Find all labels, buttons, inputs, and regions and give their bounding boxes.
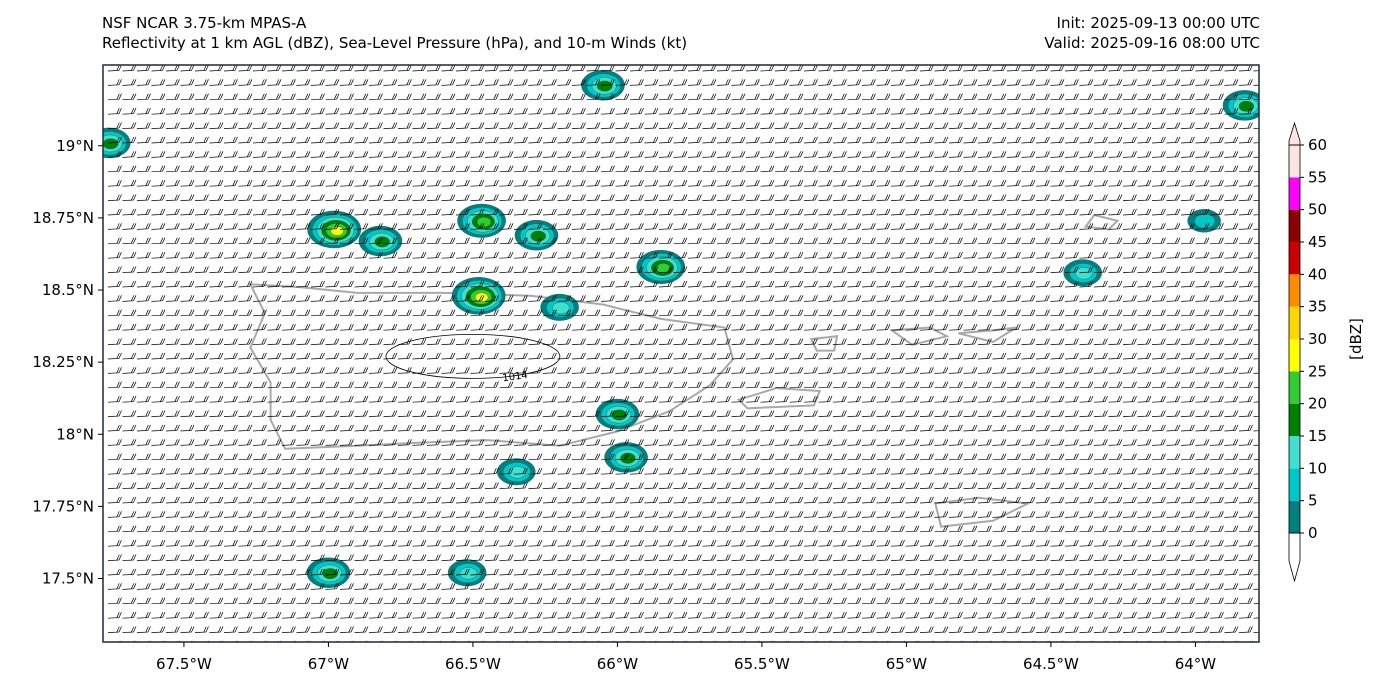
y-tick-label: 18.5°N <box>42 281 94 299</box>
colorbar-tick-label: 45 <box>1308 233 1327 251</box>
y-tick-label: 19°N <box>56 137 94 155</box>
colorbar-segment <box>1289 371 1300 404</box>
reflectivity-cell <box>358 225 403 257</box>
dbz-level <box>103 138 119 150</box>
dbz-level <box>476 216 492 227</box>
isobar-label: 1014 <box>502 370 529 384</box>
colorbar-tick-label: 40 <box>1308 265 1327 283</box>
dbz-level <box>1075 267 1093 280</box>
dbz-level <box>552 301 570 315</box>
y-tick-label: 17.75°N <box>32 497 94 515</box>
colorbar-segment <box>1289 145 1300 178</box>
y-tick-label: 17.5°N <box>42 570 94 588</box>
colorbar-tick-label: 50 <box>1308 201 1327 219</box>
reflectivity-cell <box>496 458 536 486</box>
sea-level-pressure-contours: 1014 <box>385 333 561 384</box>
colorbar-tick-label: 60 <box>1308 136 1327 154</box>
reflectivity-cell <box>103 127 131 159</box>
title-left: NSF NCAR 3.75-km MPAS-A Reflectivity at … <box>102 13 687 53</box>
colorbar-tick-label: 55 <box>1308 168 1327 186</box>
colorbar-extension-high <box>1288 121 1301 146</box>
colorbar-tick-label: 30 <box>1308 330 1327 348</box>
coastline-6 <box>934 496 1032 528</box>
model-title: NSF NCAR 3.75-km MPAS-A <box>102 14 307 32</box>
x-tick-label: 66°W <box>597 655 639 673</box>
colorbar-tick-label: 5 <box>1308 492 1318 510</box>
colorbar-extension-low <box>1288 532 1301 583</box>
colorbar-tick-label: 10 <box>1308 459 1327 477</box>
reflectivity-cell <box>307 210 362 249</box>
reflectivity-field <box>103 69 1259 589</box>
wind-barbs <box>107 65 1259 642</box>
colorbar-segment <box>1289 209 1300 242</box>
y-tick-label: 18°N <box>56 425 94 443</box>
x-tick-label: 65.5°W <box>734 655 790 673</box>
init-time: Init: 2025-09-13 00:00 UTC <box>1056 14 1260 32</box>
dbz-level <box>475 292 489 302</box>
reflectivity-cell <box>514 219 559 251</box>
colorbar: 0 5 10 15 20 25 30 35 40 45 50 55 60 [dBZ] <box>1288 121 1365 583</box>
colorbar-segment <box>1289 339 1300 372</box>
dbz-level <box>620 452 636 464</box>
y-tick-label: 18.75°N <box>32 209 94 227</box>
colorbar-tick-label: 15 <box>1308 427 1327 445</box>
title-right: Init: 2025-09-13 00:00 UTC Valid: 2025-0… <box>1044 13 1260 53</box>
dbz-level <box>459 567 478 580</box>
dbz-level <box>597 80 613 92</box>
colorbar-tick-label: 0 <box>1308 524 1318 542</box>
colorbar-tick-label: 25 <box>1308 362 1327 380</box>
y-tick-label: 18.25°N <box>32 353 94 371</box>
x-tick-label: 65°W <box>886 655 928 673</box>
longitude-axis: 67.5°W 67°W 66.5°W 66°W 65.5°W 65°W 64.5°W 64°W <box>156 642 1216 673</box>
reflectivity-cell <box>306 557 351 589</box>
wind-barb-grid <box>107 65 1259 642</box>
coastline-2 <box>809 335 839 352</box>
dbz-level <box>530 230 547 242</box>
reflectivity-cell <box>595 398 640 430</box>
colorbar-tick-label: 20 <box>1308 395 1327 413</box>
colorbar-segment <box>1289 436 1300 469</box>
latitude-axis: 19°N 18.75°N 18.5°N 18.25°N 18°N 17.75°N 17.5°… <box>32 137 103 588</box>
reflectivity-cell <box>636 249 686 284</box>
colorbar-segment <box>1289 177 1300 210</box>
x-tick-label: 67.5°W <box>156 655 212 673</box>
colorbar-label: [dBZ] <box>1347 318 1365 360</box>
valid-time: Valid: 2025-09-16 08:00 UTC <box>1044 34 1260 52</box>
reflectivity-cell <box>447 559 487 587</box>
colorbar-segment <box>1289 242 1300 275</box>
isobar <box>385 333 561 379</box>
x-tick-label: 64.5°W <box>1023 655 1079 673</box>
colorbar-segment <box>1289 403 1300 436</box>
colorbar-segment <box>1289 468 1300 501</box>
x-tick-label: 66.5°W <box>445 655 501 673</box>
map-border <box>102 64 1260 643</box>
x-tick-label: 64°W <box>1175 655 1217 673</box>
dbz-level <box>1194 213 1216 229</box>
colorbar-tick-label: 35 <box>1308 298 1327 316</box>
dbz-level <box>322 568 338 580</box>
coastline-7 <box>57 400 80 417</box>
reflectivity-cell <box>604 442 648 473</box>
coastline-4 <box>958 326 1017 344</box>
x-tick-label: 67°W <box>308 655 350 673</box>
dbz-level <box>656 263 671 274</box>
colorbar-segment <box>1289 306 1300 339</box>
colorbar-segment <box>1289 500 1300 533</box>
dbz-level <box>374 236 390 248</box>
reflectivity-cell <box>540 293 579 321</box>
map-background <box>103 65 1259 642</box>
fields-title: Reflectivity at 1 km AGL (dBZ), Sea-Leve… <box>102 34 688 52</box>
colorbar-segment <box>1289 274 1300 307</box>
